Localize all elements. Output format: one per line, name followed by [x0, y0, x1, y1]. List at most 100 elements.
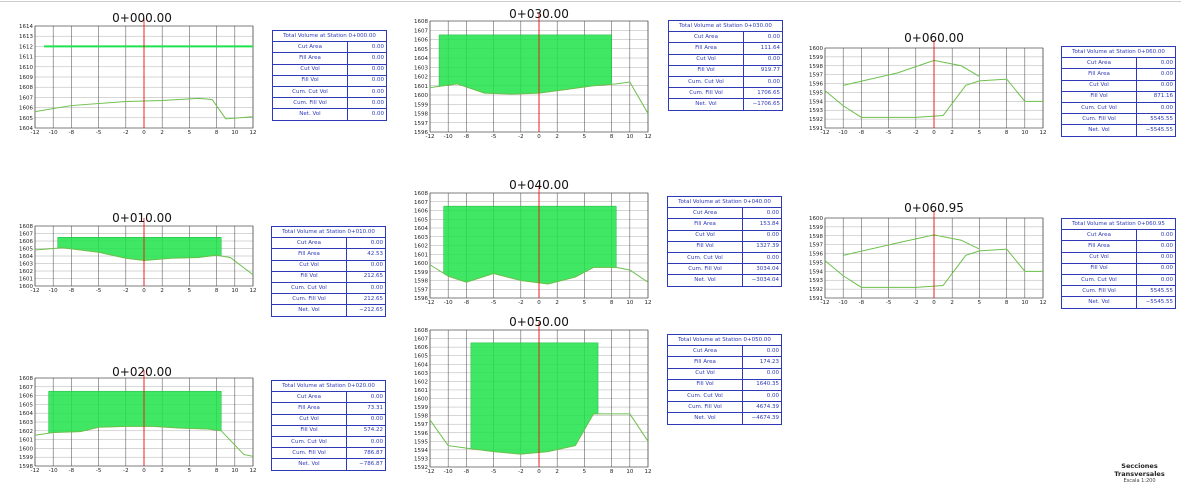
y-tick-label: 1607 [414, 200, 428, 206]
table-row: Fill Area 153.84 [667, 218, 782, 231]
row-value: 3034.04 [742, 263, 782, 276]
row-value: 212.65 [346, 293, 386, 306]
row-label: Cum. Cut Vol [1061, 273, 1137, 287]
y-tick-label: 1599 [19, 455, 33, 461]
table-row: Cum. Fill Vol 3034.04 [667, 263, 782, 276]
y-tick-label: 1603 [19, 420, 33, 426]
x-tick-label: 5 [188, 288, 192, 294]
section-title: 0+040.00 [509, 178, 569, 192]
row-label: Cut Area [272, 41, 348, 54]
row-label: Fill Vol [667, 240, 743, 253]
row-label: Cum. Fill Vol [1061, 113, 1137, 126]
y-tick-label: 1606 [414, 38, 428, 44]
x-tick-label: -10 [839, 300, 848, 306]
row-label: Fill Vol [272, 74, 348, 87]
row-value: −786.87 [346, 458, 386, 471]
row-value: 786.87 [346, 447, 386, 460]
y-tick-label: 1596 [414, 431, 428, 437]
y-tick-label: 1597 [809, 243, 823, 249]
row-value: 0.00 [347, 97, 387, 110]
ground-line [824, 248, 1043, 288]
x-tick-label: -12 [426, 300, 435, 306]
x-tick-label: 12 [250, 468, 257, 474]
y-tick-label: 1604 [19, 411, 33, 417]
y-tick-label: 1595 [809, 90, 823, 96]
row-value: 1327.39 [742, 240, 782, 253]
x-tick-label: 5 [188, 468, 192, 474]
volume-table-title: Total Volume at Station 0+000.00 [272, 29, 387, 43]
section-title: 0+060.00 [904, 31, 964, 45]
x-tick-label: 2 [555, 300, 559, 306]
cross-section-4: 1608 1607 1606 1605 1604 1603 1602 1601 1600 1599… [414, 178, 652, 306]
y-tick-label: 1603 [414, 65, 428, 71]
x-tick-label: -12 [426, 134, 435, 140]
row-label: Net. Vol [1061, 124, 1137, 137]
row-value: 0.00 [742, 345, 782, 358]
row-value: 174.23 [742, 356, 782, 369]
y-tick-label: 1594 [414, 448, 428, 454]
table-row: Cum. Fill Vol 212.65 [271, 293, 386, 306]
y-tick-label: 1602 [414, 75, 428, 81]
row-label: Cum. Fill Vol [271, 293, 347, 306]
design-line [843, 234, 980, 256]
row-value: 0.00 [742, 251, 782, 265]
y-tick-label: 1608 [19, 224, 33, 230]
row-label: Fill Vol [271, 424, 347, 437]
row-value: 212.65 [346, 270, 386, 283]
table-row: Fill Vol 212.65 [271, 270, 386, 283]
y-tick-label: 1599 [809, 225, 823, 231]
y-tick-label: 1600 [19, 284, 33, 290]
table-row: Cum. Cut Vol 0.00 [667, 251, 782, 265]
y-tick-label: 1605 [19, 402, 33, 408]
x-tick-label: 12 [250, 130, 257, 136]
row-label: Cut Area [1061, 229, 1137, 242]
row-value: −5545.55 [1136, 296, 1176, 309]
table-row: Cum. Fill Vol 786.87 [271, 447, 386, 460]
y-tick-label: 1598 [809, 234, 823, 240]
x-tick-label: -8 [464, 134, 470, 140]
x-tick-label: -2 [913, 130, 918, 136]
x-tick-label: -2 [123, 288, 128, 294]
row-label: Net. Vol [272, 108, 348, 121]
y-tick-label: 1598 [414, 112, 428, 118]
row-value: 574.22 [346, 424, 386, 437]
row-value: 0.00 [347, 52, 387, 65]
y-tick-label: 1607 [19, 385, 33, 391]
table-row: Net. Vol −4674.39 [667, 412, 782, 425]
table-row: Net. Vol −1706.65 [668, 98, 783, 111]
table-row: Cut Area 0.00 [271, 391, 386, 404]
table-row: Fill Area 0.00 [272, 52, 387, 65]
table-row: Cum. Fill Vol 1706.65 [668, 87, 783, 100]
table-row: Net. Vol −212.65 [271, 304, 386, 317]
y-tick-label: 1596 [414, 296, 428, 302]
row-label: Cum. Fill Vol [271, 447, 347, 460]
x-tick-label: -10 [839, 130, 848, 136]
row-label: Cut Vol [271, 413, 347, 426]
y-tick-label: 1597 [414, 121, 428, 127]
y-tick-label: 1600 [19, 446, 33, 452]
y-tick-label: 1599 [414, 102, 428, 108]
x-tick-label: 5 [583, 469, 587, 475]
y-tick-label: 1591 [809, 126, 823, 132]
row-value: −212.65 [346, 304, 386, 317]
x-tick-label: -8 [69, 288, 75, 294]
table-row: Cum. Fill Vol 5545.55 [1061, 285, 1176, 298]
row-value: 0.00 [1136, 262, 1176, 275]
y-tick-label: 1604 [414, 56, 428, 62]
section-title: 0+010.00 [112, 211, 172, 225]
row-value: 871.16 [1136, 90, 1176, 103]
row-value: 0.00 [347, 85, 387, 99]
row-value: 0.00 [1136, 251, 1176, 264]
x-tick-label: -12 [821, 130, 830, 136]
row-value: 0.00 [742, 229, 782, 242]
row-value: 0.00 [1136, 68, 1176, 81]
section-title: 0+020.00 [112, 365, 172, 379]
row-label: Fill Vol [1061, 262, 1137, 275]
y-tick-label: 1596 [809, 82, 823, 88]
row-label: Cum. Cut Vol [1061, 101, 1137, 115]
x-tick-label: 10 [231, 130, 238, 136]
y-tick-label: 1603 [19, 262, 33, 268]
row-value: 0.00 [1136, 229, 1176, 242]
row-value: 0.00 [347, 108, 387, 121]
table-row: Fill Area 42.53 [271, 248, 386, 261]
